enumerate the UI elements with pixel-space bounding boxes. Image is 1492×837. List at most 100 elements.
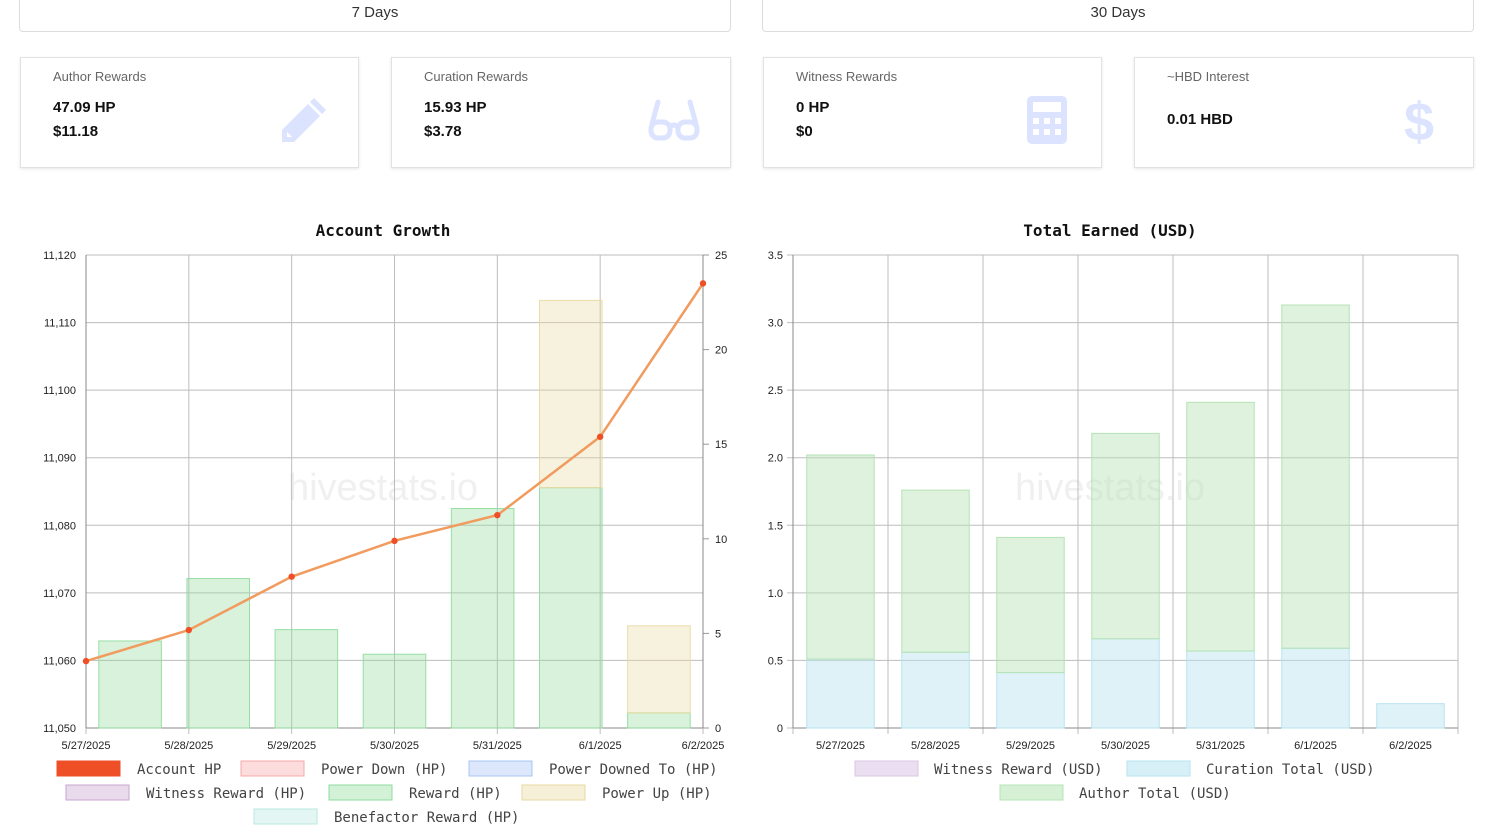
card-value-hp: 47.09 HP: [53, 99, 116, 116]
legend-label: Witness Reward (HP): [146, 786, 306, 802]
calculator-icon: [1027, 96, 1067, 144]
account-growth-chart: Account Growth hivestats.io 11,050 11,060 11…: [43, 221, 727, 826]
bar: [1091, 638, 1160, 729]
bar: [901, 651, 970, 729]
legend-label: Reward (HP): [409, 786, 502, 802]
legend-label: Witness Reward (USD): [934, 762, 1103, 778]
pencil-icon: [282, 98, 326, 142]
card-value-usd: $0: [796, 123, 813, 140]
glasses-icon: [648, 99, 700, 141]
bar: [806, 454, 875, 660]
bar: [627, 625, 691, 714]
legend-swatch: [328, 784, 393, 801]
bar: [98, 640, 162, 729]
bar: [538, 487, 603, 729]
legend-label: Power Downed To (HP): [549, 762, 718, 778]
legend-swatch: [468, 760, 533, 777]
hbd-interest-card: ~HBD Interest 0.01 HBD $: [1134, 57, 1474, 168]
card-title: Author Rewards: [53, 69, 147, 84]
bar: [1281, 304, 1350, 649]
period-button-30-days[interactable]: 30 Days: [762, 0, 1474, 32]
legend-swatch: [854, 760, 919, 777]
bar: [538, 299, 603, 489]
y-tick-label: 3.0: [768, 318, 783, 330]
y-left-tick-label: 11,080: [43, 520, 76, 532]
bar: [1281, 647, 1350, 729]
y-tick-label: 0: [777, 723, 783, 735]
y-right-tick-label: 5: [715, 628, 721, 640]
y-tick-label: 3.5: [768, 250, 783, 262]
period-button-7-days[interactable]: 7 Days: [19, 0, 731, 32]
line-point: [288, 573, 295, 580]
bar: [627, 712, 691, 729]
bar: [274, 629, 339, 729]
x-tick-label: 5/29/2025: [267, 740, 316, 752]
card-title: Curation Rewards: [424, 69, 529, 84]
y-tick-label: 1.5: [768, 520, 783, 532]
line-point: [596, 433, 604, 440]
author-rewards-card: Author Rewards 47.09 HP $11.18: [20, 57, 359, 168]
x-tick-label: 5/30/2025: [1101, 740, 1150, 752]
bar: [996, 672, 1065, 729]
y-right-tick-label: 10: [715, 534, 727, 546]
x-tick-label: 6/1/2025: [579, 740, 622, 752]
bar: [362, 653, 427, 729]
legend-swatch: [65, 784, 130, 801]
y-tick-label: 1.0: [768, 588, 783, 600]
y-left-tick-label: 11,100: [43, 385, 76, 397]
card-title: ~HBD Interest: [1167, 69, 1250, 84]
line-point: [185, 626, 193, 634]
x-tick-label: 6/2/2025: [1389, 740, 1432, 752]
legend-swatch: [521, 784, 586, 801]
y-tick-label: 2.5: [768, 385, 783, 397]
y-tick-label: 0.5: [768, 655, 783, 667]
chart-title: Total Earned (USD): [1023, 221, 1196, 240]
y-right-tick-label: 15: [715, 439, 727, 451]
y-right-tick-label: 0: [715, 723, 721, 735]
y-left-tick-label: 11,050: [43, 723, 76, 735]
bar: [1186, 401, 1255, 652]
legend-label: Curation Total (USD): [1206, 762, 1375, 778]
card-value-usd: $11.18: [53, 123, 99, 140]
y-right-tick-label: 25: [715, 250, 727, 262]
legend-label: Account HP: [137, 762, 221, 778]
card-value-hp: 0 HP: [796, 99, 830, 116]
bar: [186, 578, 251, 729]
svg-text:$: $: [1404, 94, 1434, 146]
line-point: [699, 280, 707, 287]
card-value-hp: 15.93 HP: [424, 99, 487, 116]
legend-swatch: [240, 760, 305, 777]
legend-label: Power Up (HP): [602, 786, 712, 802]
y-left-tick-label: 11,070: [43, 588, 76, 600]
x-tick-label: 6/1/2025: [1294, 740, 1337, 752]
y-tick-label: 2.0: [768, 453, 783, 465]
total-earned-chart: Total Earned (USD)hivestats.io00.51.01.5…: [768, 221, 1459, 802]
legend-swatch: [1126, 760, 1191, 777]
x-tick-label: 5/29/2025: [1006, 740, 1055, 752]
legend-swatch: [56, 760, 121, 777]
legend-label: Power Down (HP): [321, 762, 447, 778]
legend-label: Author Total (USD): [1079, 786, 1231, 802]
line-point: [391, 537, 398, 545]
chart-title: Account Growth: [316, 221, 451, 240]
x-tick-label: 5/27/2025: [62, 740, 111, 752]
y-right-tick-label: 20: [715, 345, 727, 357]
curation-rewards-card: Curation Rewards 15.93 HP $3.78: [391, 57, 731, 168]
bar: [1186, 650, 1255, 729]
x-tick-label: 5/27/2025: [816, 740, 865, 752]
bar: [996, 536, 1065, 674]
x-tick-label: 5/31/2025: [1196, 740, 1245, 752]
legend-label: Benefactor Reward (HP): [334, 810, 519, 826]
bar: [1376, 703, 1445, 729]
card-value-hbd: 0.01 HBD: [1167, 111, 1233, 128]
dollar-icon: $: [1404, 94, 1434, 146]
card-title: Witness Rewards: [796, 69, 898, 84]
legend-swatch: [253, 808, 318, 825]
x-tick-label: 5/30/2025: [370, 740, 419, 752]
y-left-tick-label: 11,120: [43, 250, 76, 262]
line-point: [82, 657, 90, 665]
y-left-tick-label: 11,090: [43, 453, 76, 465]
x-tick-label: 5/28/2025: [164, 740, 213, 752]
card-value-usd: $3.78: [424, 123, 462, 140]
